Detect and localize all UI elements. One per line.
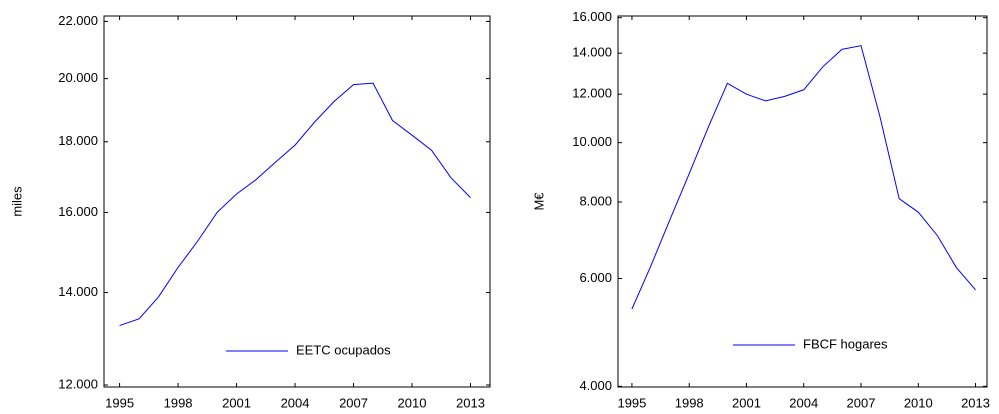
x-tick-label: 2004 [281,395,310,410]
y-axis-label: miles [9,186,24,217]
x-tick-label: 1995 [105,395,134,410]
x-tick-label: 2007 [847,395,876,410]
x-tick-label: 2004 [789,395,818,410]
y-tick-label: 14.000 [58,284,98,299]
x-tick-label: 2010 [398,395,427,410]
x-tick-label: 2007 [339,395,368,410]
y-tick-label: 10.000 [572,134,612,149]
x-tick-label: 2001 [732,395,761,410]
y-tick-label: 12.000 [572,86,612,101]
y-tick-label: 14.000 [572,45,612,60]
plot-frame [617,15,988,388]
y-tick-label: 6.000 [579,270,612,285]
y-tick-label: 22.000 [58,13,98,28]
y-tick-label: 8.000 [579,193,612,208]
legend-label: FBCF hogares [803,336,888,351]
line [631,45,976,310]
x-tick-label: 2013 [456,395,485,410]
line [119,82,471,327]
x-tick-label: 2013 [961,395,990,410]
y-tick-label: 20.000 [58,70,98,85]
y-tick-label: 18.000 [58,133,98,148]
x-tick-label: 1998 [675,395,704,410]
y-tick-label: 16.000 [572,9,612,24]
x-tick-label: 2001 [222,395,251,410]
x-tick-label: 1995 [617,395,646,410]
y-tick-label: 4.000 [579,378,612,393]
x-tick-label: 2010 [904,395,933,410]
legend-label: EETC ocupados [296,342,391,357]
y-tick-label: 12.000 [58,376,98,391]
plot-frame [103,15,491,388]
x-tick-label: 1998 [164,395,193,410]
y-tick-label: 16.000 [58,204,98,219]
y-axis-label: M€ [531,192,546,211]
